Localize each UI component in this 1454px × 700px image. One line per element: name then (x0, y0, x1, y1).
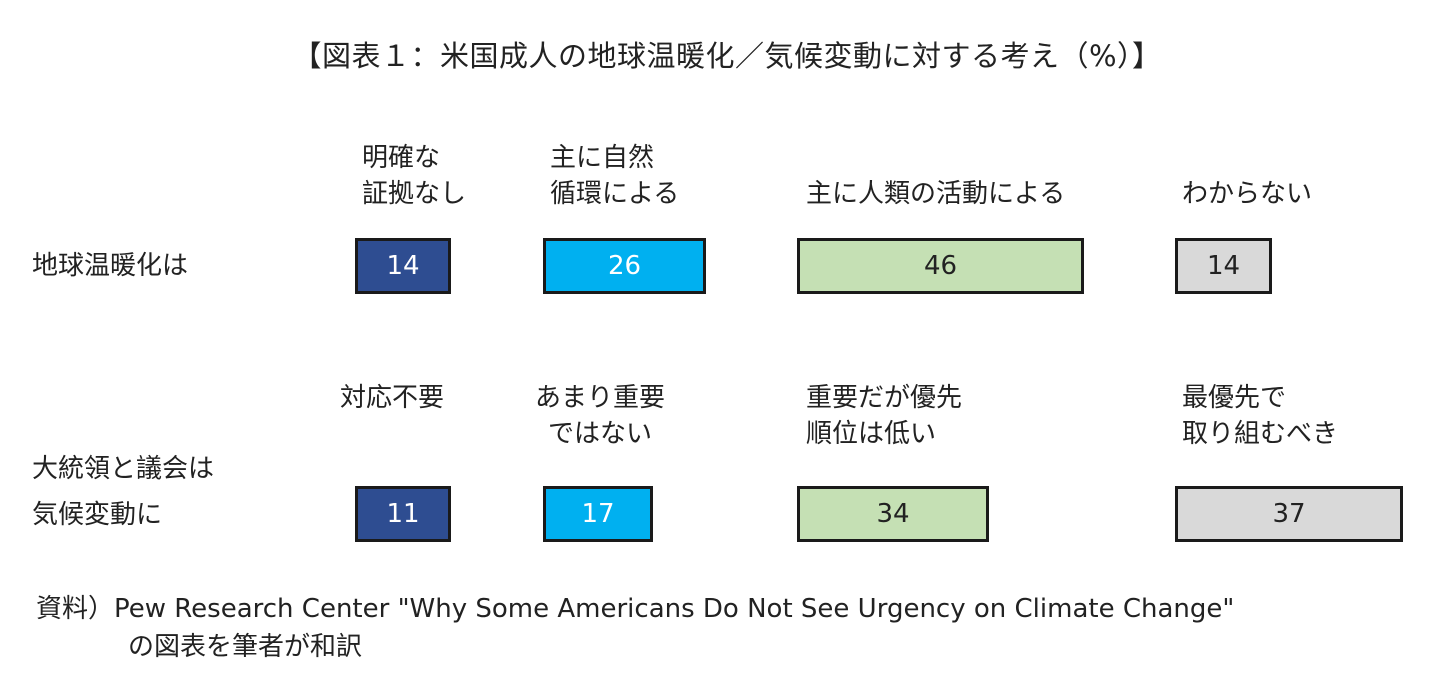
category-label-line: 対応不要 (340, 383, 445, 413)
category-label-line: 明確な (362, 143, 441, 173)
value-label: 14 (386, 251, 420, 281)
category-label: 最優先で 取り組むべき (1182, 380, 1338, 452)
category-label-line: 最優先で (1182, 383, 1287, 413)
category-label-line: 順位は低い (806, 419, 937, 449)
row-label-president-congress: 大統領と議会は 気候変動に (32, 446, 214, 538)
row-label-line: 気候変動に (32, 500, 163, 530)
category-label: 主に自然 循環による (550, 140, 679, 212)
value-label: 17 (581, 499, 615, 529)
category-label-line: 循環による (550, 179, 680, 209)
value-box: 26 (543, 238, 706, 294)
category-label: 対応不要 (340, 380, 444, 416)
row-label-line: 大統領と議会は (32, 454, 215, 484)
category-label-line: ではない (547, 419, 652, 449)
category-label: わからない (1182, 176, 1312, 212)
value-label: 11 (386, 499, 420, 529)
value-label: 34 (876, 499, 910, 529)
category-label-line: あまり重要 (534, 383, 665, 413)
value-label: 14 (1206, 251, 1241, 281)
value-box: 37 (1175, 486, 1403, 542)
value-box: 17 (543, 486, 653, 542)
category-label: 重要だが優先 順位は低い (806, 380, 962, 452)
category-label-line: 主に人類の活動による (806, 179, 1066, 209)
category-label-line: 重要だが優先 (806, 383, 963, 413)
category-label-line: わからない (1182, 179, 1313, 209)
category-label-line: 証拠なし (362, 179, 467, 209)
category-label: 主に人類の活動による (806, 176, 1065, 212)
value-box: 14 (355, 238, 451, 294)
category-label-line: 取り組むべき (1182, 419, 1339, 449)
value-box: 14 (1175, 238, 1272, 294)
source-note: 資料）Pew Research Center "Why Some America… (36, 594, 1235, 624)
value-label: 26 (607, 251, 642, 281)
value-box: 34 (797, 486, 989, 542)
value-box: 46 (797, 238, 1084, 294)
category-label: 明確な 証拠なし (362, 140, 466, 212)
value-label: 46 (923, 251, 958, 281)
value-box: 11 (355, 486, 451, 542)
value-label: 37 (1272, 499, 1306, 529)
source-note-line2: の図表を筆者が和訳 (128, 632, 363, 662)
category-label-line: 主に自然 (550, 143, 655, 173)
category-label: あまり重要 ではない (522, 380, 678, 452)
row-label-global-warming: 地球温暖化は (32, 251, 189, 281)
chart-title: 【図表１：米国成人の地球温暖化／気候変動に対する考え（%）】 (292, 39, 1162, 73)
